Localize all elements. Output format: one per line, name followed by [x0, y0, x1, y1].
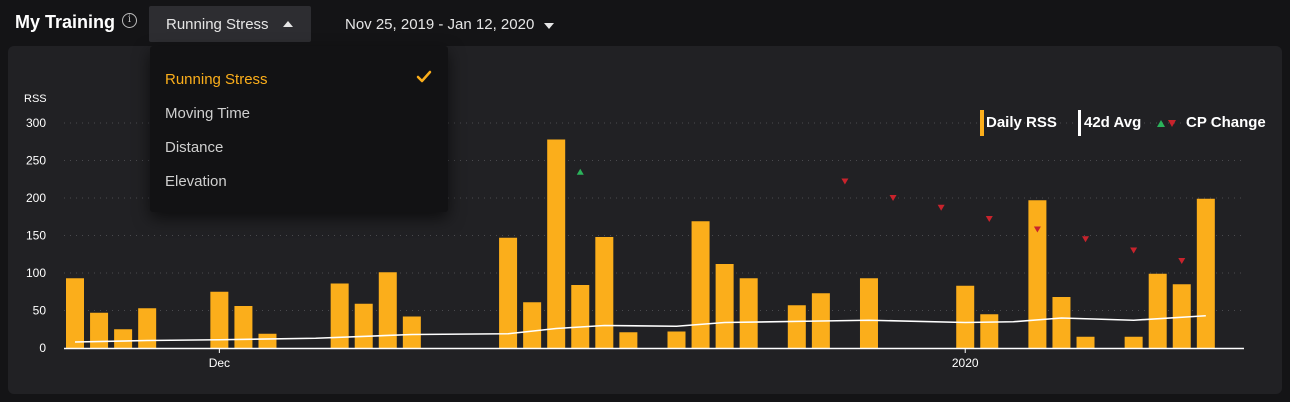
- cp-down-marker: [889, 195, 897, 201]
- rss-bar: [956, 285, 975, 348]
- rss-bar: [571, 285, 590, 348]
- x-tick-label: 2020: [952, 356, 979, 370]
- rss-bar: [1196, 198, 1215, 348]
- cp-down-marker: [1033, 226, 1041, 233]
- rss-bar: [1148, 273, 1167, 348]
- y-tick-label: 100: [26, 266, 46, 280]
- cp-change-arrows-icon: [1157, 120, 1176, 127]
- legend-cp-change-label: CP Change: [1186, 114, 1266, 131]
- legend-daily-rss-label: Daily RSS: [986, 114, 1057, 131]
- rss-bar: [1052, 297, 1071, 348]
- y-tick-label: 0: [39, 341, 46, 355]
- rss-bar: [715, 264, 734, 348]
- training-chart: RSS 0 50 100 150 200 250 300 Dec 2020: [24, 93, 1244, 370]
- rss-bar: [595, 237, 614, 348]
- x-tick-label: Dec: [209, 356, 230, 370]
- info-icon[interactable]: i: [122, 13, 137, 28]
- header: My Training i Running Stress Nov 25, 201…: [0, 0, 1290, 46]
- legend-42d-avg-label: 42d Avg: [1084, 114, 1142, 131]
- rss-bar: [787, 305, 806, 348]
- rss-bar: [114, 329, 133, 348]
- cp-down-marker: [1178, 258, 1186, 264]
- rss-bar: [739, 278, 758, 348]
- rss-bar: [90, 312, 109, 348]
- page-title: My Training: [15, 12, 116, 32]
- cp-down-marker: [1082, 236, 1090, 243]
- rss-bar: [499, 237, 518, 348]
- dropdown-item-running-stress[interactable]: Running Stress: [165, 71, 268, 88]
- rss-bar: [547, 139, 566, 348]
- rss-bar: [1076, 336, 1095, 348]
- y-tick-label: 250: [26, 154, 46, 168]
- caret-down-icon: [544, 23, 554, 29]
- y-tick-label: 300: [26, 116, 46, 130]
- y-tick-label: 150: [26, 229, 46, 243]
- metric-selector-label: Running Stress: [166, 16, 269, 33]
- rss-bar: [354, 303, 373, 348]
- rss-bar: [619, 332, 638, 348]
- rss-bar: [138, 308, 157, 348]
- y-tick-label: 200: [26, 191, 46, 205]
- rss-bar: [234, 306, 253, 348]
- rss-bar: [66, 278, 84, 348]
- metric-selector-button[interactable]: Running Stress: [149, 6, 311, 42]
- metric-dropdown-menu: Running Stress Moving Time Distance Elev…: [150, 46, 448, 212]
- chart-panel: RSS 0 50 100 150 200 250 300 Dec 2020 Daily RSS 4…: [8, 46, 1282, 394]
- rss-bar: [859, 278, 878, 348]
- date-range-label: Nov 25, 2019 - Jan 12, 2020: [345, 16, 535, 33]
- rss-bar: [523, 302, 542, 348]
- checkmark-icon: [416, 70, 432, 83]
- dropdown-item-moving-time[interactable]: Moving Time: [165, 105, 251, 122]
- avg-42d-line: [74, 314, 1206, 343]
- cp-down-marker: [841, 178, 849, 185]
- cp-down-marker: [937, 204, 945, 211]
- dropdown-item-elevation[interactable]: Elevation: [165, 173, 227, 190]
- rss-bar: [210, 291, 229, 348]
- rss-bar: [258, 333, 277, 348]
- caret-up-icon: [283, 21, 293, 27]
- dropdown-item-distance[interactable]: Distance: [165, 139, 224, 156]
- date-range-selector[interactable]: Nov 25, 2019 - Jan 12, 2020: [337, 6, 559, 42]
- legend-42d-avg-swatch: [1078, 110, 1081, 136]
- rss-bar: [691, 221, 710, 348]
- y-axis-title: RSS: [24, 93, 47, 105]
- rss-bar: [402, 316, 421, 348]
- cp-up-marker: [576, 168, 584, 175]
- rss-bar: [980, 314, 999, 348]
- legend-daily-rss-swatch: [980, 110, 984, 136]
- rss-bar: [1124, 336, 1143, 348]
- rss-bar: [1028, 200, 1047, 348]
- cp-down-marker: [985, 216, 993, 222]
- rss-bar: [667, 331, 686, 348]
- cp-down-marker: [1130, 247, 1138, 254]
- rss-bar: [1172, 284, 1191, 348]
- rss-bar: [378, 272, 397, 348]
- rss-bar: [330, 283, 349, 348]
- y-tick-label: 50: [33, 304, 47, 318]
